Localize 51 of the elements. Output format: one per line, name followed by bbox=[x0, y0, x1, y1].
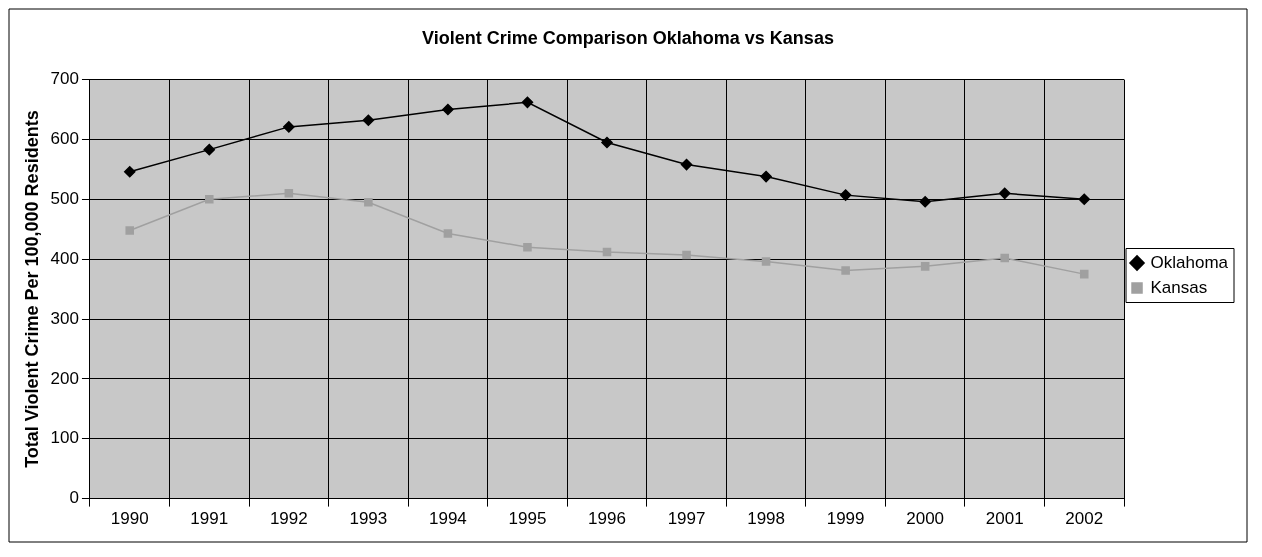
y-tick-label: 500 bbox=[50, 189, 79, 208]
point bbox=[443, 229, 453, 238]
y-axis-title: Total Violent Crime Per 100,000 Residents bbox=[21, 110, 42, 468]
x-tick-label: 1998 bbox=[747, 509, 785, 529]
x-tick-label: 1991 bbox=[190, 509, 229, 529]
point bbox=[283, 121, 295, 133]
point bbox=[602, 247, 612, 257]
point bbox=[841, 266, 850, 275]
x-tick-label: 2000 bbox=[906, 509, 945, 529]
y-tick-label: 300 bbox=[50, 308, 79, 328]
point bbox=[521, 96, 534, 109]
point bbox=[761, 257, 771, 266]
point bbox=[364, 198, 373, 207]
point bbox=[919, 195, 931, 208]
x-tick-label: 1999 bbox=[826, 509, 865, 529]
x-tick-label: 1995 bbox=[508, 509, 547, 529]
legend-label: Kansas bbox=[1150, 277, 1208, 297]
y-tick-label: 700 bbox=[50, 69, 79, 89]
point bbox=[442, 103, 454, 116]
legend-label: Oklahoma bbox=[1150, 252, 1229, 272]
point bbox=[839, 189, 852, 201]
y-tick-label: 400 bbox=[50, 248, 79, 268]
point bbox=[123, 166, 136, 178]
point bbox=[523, 242, 532, 252]
point bbox=[203, 143, 216, 156]
x-tick-label: 2002 bbox=[1065, 509, 1104, 529]
x-tick-label: 1990 bbox=[110, 509, 149, 529]
point bbox=[920, 262, 930, 271]
point bbox=[1079, 269, 1089, 279]
x-tick-label: 1992 bbox=[269, 509, 308, 529]
point bbox=[125, 226, 135, 235]
x-tick-label: 1993 bbox=[349, 509, 388, 529]
x-tick-label: 1994 bbox=[428, 509, 467, 529]
point bbox=[284, 189, 294, 198]
point bbox=[601, 136, 613, 149]
y-tick-label: 600 bbox=[50, 129, 79, 149]
x-tick-label: 1996 bbox=[588, 509, 626, 529]
point bbox=[1000, 253, 1009, 263]
y-tick-label: 200 bbox=[50, 368, 79, 388]
chart-title: Violent Crime Comparison Oklahoma vs Kansas bbox=[422, 27, 834, 48]
point bbox=[682, 250, 691, 260]
point bbox=[998, 187, 1011, 200]
point bbox=[204, 195, 214, 204]
y-tick-label: 100 bbox=[50, 428, 79, 448]
x-tick-label: 1997 bbox=[667, 509, 706, 529]
point bbox=[1078, 193, 1090, 206]
point bbox=[362, 114, 375, 127]
point bbox=[760, 170, 772, 183]
x-tick-label: 2001 bbox=[985, 509, 1024, 529]
point bbox=[680, 158, 693, 171]
y-tick-label: 0 bbox=[69, 488, 79, 508]
